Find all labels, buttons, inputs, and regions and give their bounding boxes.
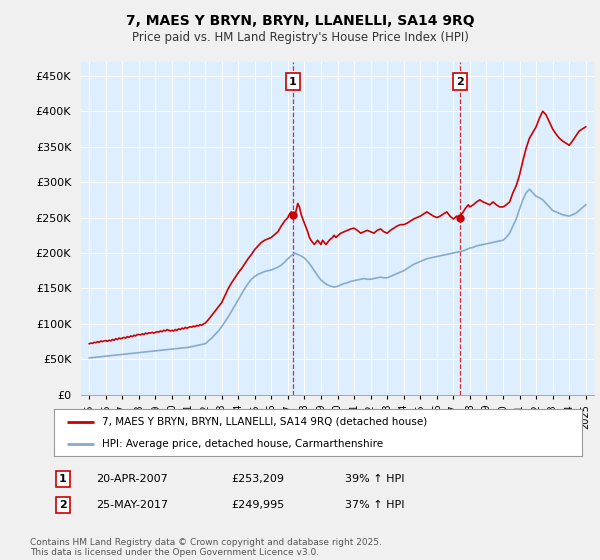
Text: 25-MAY-2017: 25-MAY-2017 (96, 500, 168, 510)
Text: £249,995: £249,995 (231, 500, 284, 510)
Text: 2: 2 (59, 500, 67, 510)
Text: 37% ↑ HPI: 37% ↑ HPI (345, 500, 404, 510)
Text: 1: 1 (289, 77, 296, 87)
Text: Price paid vs. HM Land Registry's House Price Index (HPI): Price paid vs. HM Land Registry's House … (131, 31, 469, 44)
Text: 2: 2 (456, 77, 464, 87)
Text: 7, MAES Y BRYN, BRYN, LLANELLI, SA14 9RQ (detached house): 7, MAES Y BRYN, BRYN, LLANELLI, SA14 9RQ… (101, 417, 427, 427)
Text: 1: 1 (59, 474, 67, 484)
Text: 20-APR-2007: 20-APR-2007 (96, 474, 168, 484)
Text: 39% ↑ HPI: 39% ↑ HPI (345, 474, 404, 484)
Text: Contains HM Land Registry data © Crown copyright and database right 2025.
This d: Contains HM Land Registry data © Crown c… (30, 538, 382, 557)
Text: £253,209: £253,209 (231, 474, 284, 484)
Text: HPI: Average price, detached house, Carmarthenshire: HPI: Average price, detached house, Carm… (101, 438, 383, 449)
Text: 7, MAES Y BRYN, BRYN, LLANELLI, SA14 9RQ: 7, MAES Y BRYN, BRYN, LLANELLI, SA14 9RQ (125, 14, 475, 28)
